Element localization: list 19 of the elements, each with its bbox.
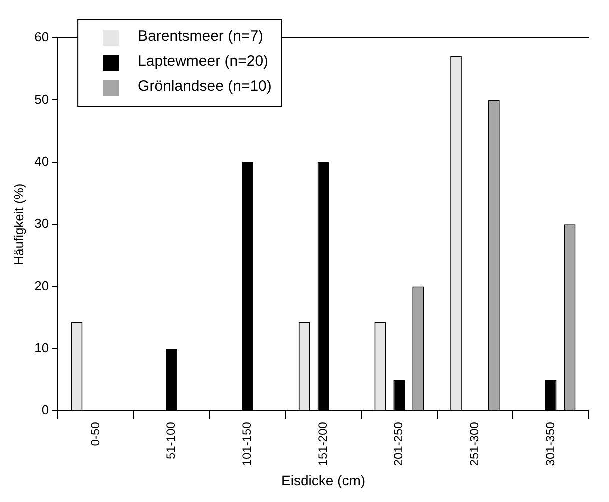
y-tick-label: 10 [34, 340, 50, 356]
x-tick-label: 201-250 [392, 422, 406, 466]
x-tick-label: 151-200 [316, 422, 330, 466]
x-axis-title: Eisdicke (cm) [282, 472, 366, 488]
x-tick-label: 101-150 [240, 422, 254, 466]
legend-label: Barentsmeer (n=7) [138, 28, 264, 46]
y-tick-label: 0 [42, 402, 50, 418]
x-tick-label: 0-50 [88, 422, 102, 446]
y-tick-label: 60 [34, 30, 50, 45]
x-tick-label: 251-300 [468, 422, 482, 466]
legend-label: Laptewmeer (n=20) [138, 53, 269, 70]
y-tick-label: 50 [34, 92, 50, 107]
y-axis-title: Häufigkeit (%) [11, 184, 26, 266]
legend-label: Grönlandsee (n=10) [138, 78, 272, 96]
y-tick-label: 30 [34, 216, 50, 232]
x-tick-label: 301-350 [543, 422, 558, 466]
y-tick-label: 20 [34, 278, 50, 294]
x-tick-label: 51-100 [164, 422, 178, 460]
y-tick-label: 40 [34, 154, 50, 169]
